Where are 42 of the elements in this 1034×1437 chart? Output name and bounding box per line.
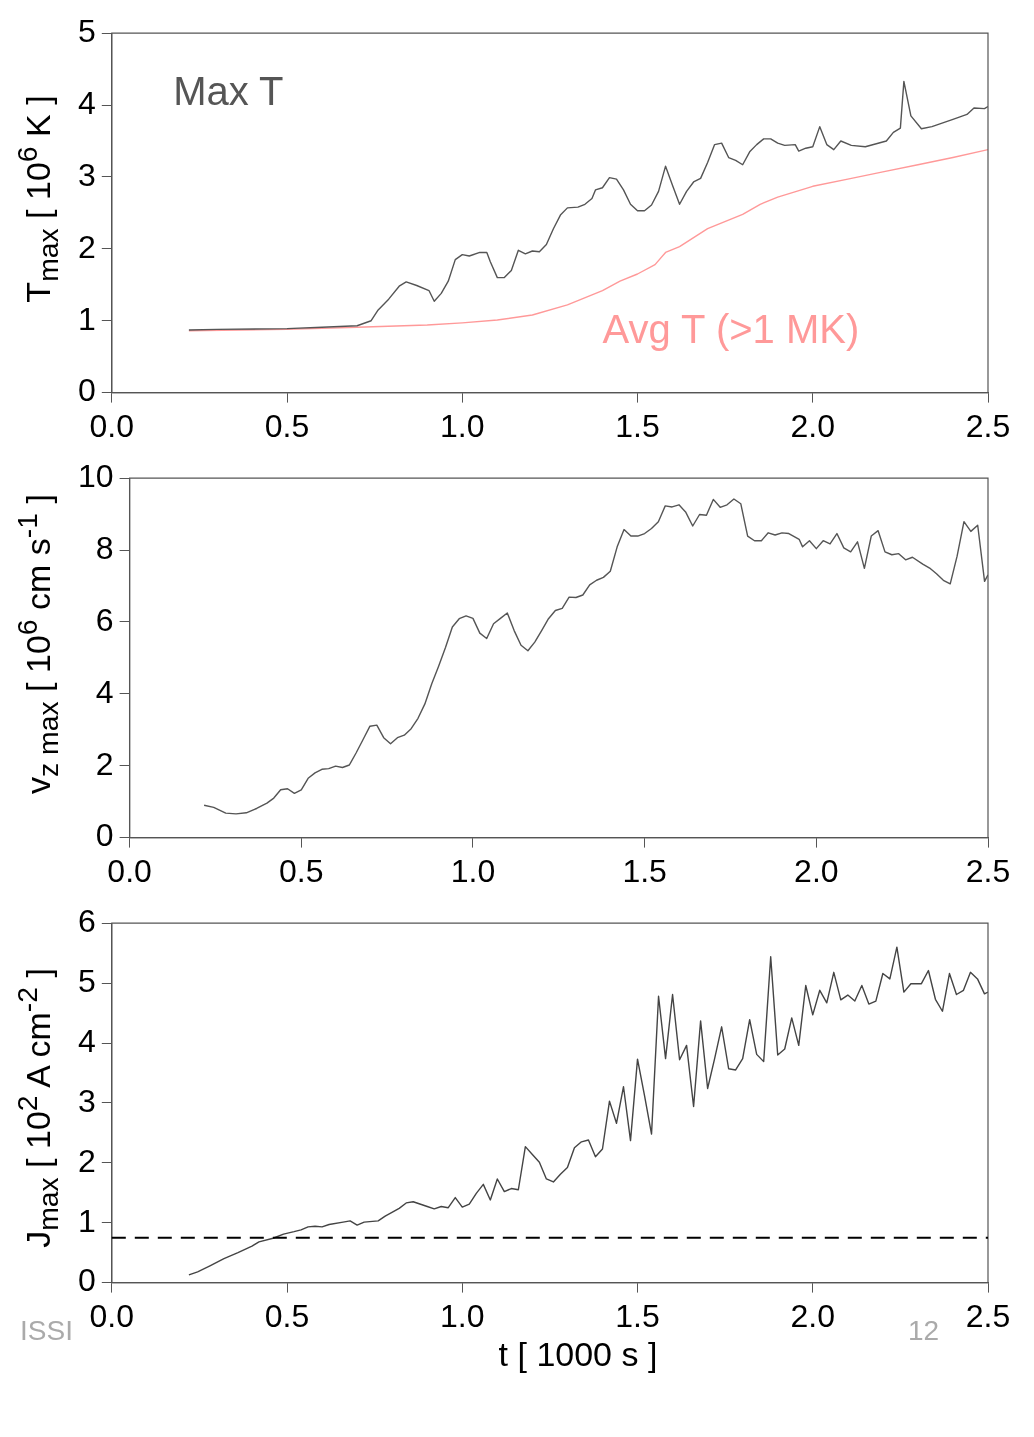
y-tick-label: 4 (78, 1022, 96, 1059)
x-tick-label: 0.5 (264, 407, 310, 444)
y-tick-label: 5 (78, 13, 96, 50)
x-tick-label: 1.0 (440, 1297, 485, 1334)
y-tick-label: 6 (95, 601, 114, 638)
y-tick-label: 10 (78, 458, 114, 495)
y-tick-label: 6 (78, 903, 96, 940)
y-tick-label: 8 (95, 529, 114, 566)
y-tick-label: 5 (78, 962, 96, 999)
y-tick-label: 1 (78, 300, 96, 337)
y-tick-label: 2 (78, 1142, 96, 1179)
x-tick-label: 2.5 (965, 1297, 1011, 1334)
y-tick-label: 0 (95, 817, 114, 854)
x-tick-label: 1.0 (450, 852, 496, 889)
text: Max T (173, 69, 284, 114)
x-tick-label: 0.0 (107, 852, 152, 889)
series-label: Avg T (>1 MK) (602, 306, 860, 351)
y-tick-label: 1 (78, 1202, 96, 1239)
x-tick-label: 2.0 (790, 407, 835, 444)
text: 12 (908, 1315, 940, 1347)
x-tick-label: 2.0 (794, 852, 839, 889)
x-tick-label: 0.5 (279, 852, 324, 889)
x-tick-label: 1.5 (615, 407, 660, 444)
y-tick-label: 3 (78, 1082, 96, 1119)
x-tick-label: 2.5 (965, 852, 1011, 889)
y-tick-label: 4 (95, 673, 114, 710)
y-tick-label: 2 (78, 228, 96, 265)
y-tick-label: 2 (95, 745, 114, 782)
x-tick-label: 0.0 (89, 407, 135, 444)
x-tick-label: 1.0 (440, 407, 485, 444)
x-axis-title: t [ 1000 s ] (498, 1335, 658, 1373)
x-tick-label: 1.5 (622, 852, 667, 889)
text: ISSI (20, 1315, 73, 1347)
x-tick-label: 0.5 (264, 1297, 310, 1334)
y-tick-label: 0 (78, 1262, 96, 1299)
x-tick-label: 2.0 (790, 1297, 835, 1334)
y-tick-label: 4 (78, 84, 96, 121)
y-tick-label: 0 (78, 372, 96, 409)
x-tick-label: 1.5 (615, 1297, 660, 1334)
y-tick-label: 3 (78, 156, 96, 193)
x-tick-label: 2.5 (965, 407, 1011, 444)
x-tick-label: 0.0 (89, 1297, 135, 1334)
